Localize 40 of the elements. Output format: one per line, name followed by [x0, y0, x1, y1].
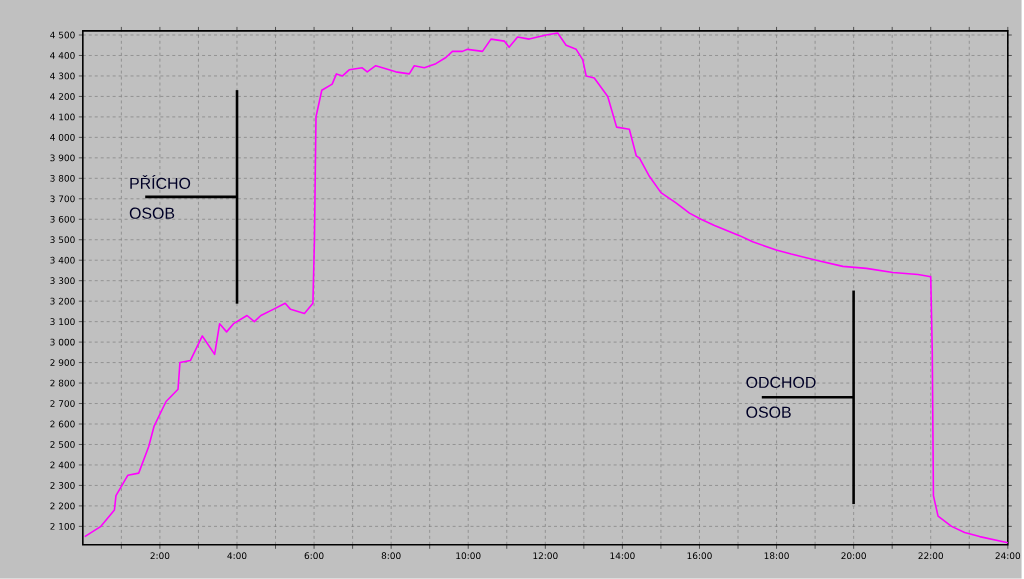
x-tick-label: 24:00: [995, 552, 1021, 560]
x-tick-label: 16:00: [687, 552, 712, 560]
y-tick-label: 4 500: [50, 31, 75, 39]
y-tick-label: 3 700: [50, 195, 75, 203]
y-tick-label: 4 400: [50, 52, 75, 59]
y-tick-label: 4 200: [50, 93, 75, 100]
x-tick-label: 14:00: [610, 552, 635, 560]
y-tick-label: 3 600: [50, 216, 75, 223]
y-tick-label: 3 800: [50, 175, 75, 182]
x-tick-label: 6:00: [304, 552, 324, 560]
y-tick-label: 3 100: [50, 318, 75, 326]
y-tick-label: 3 300: [50, 277, 75, 285]
y-tick-label: 2 800: [50, 379, 75, 387]
y-tick-label: 3 200: [50, 297, 75, 305]
x-tick-label: 18:00: [764, 552, 789, 560]
y-tick-label: 2 900: [50, 359, 75, 367]
annotation: ODCHOD OSOB: [746, 376, 816, 418]
x-tick-label: 12:00: [533, 552, 558, 560]
y-tick-label: 2 200: [50, 502, 75, 510]
y-tick-label: 2 600: [50, 420, 75, 428]
y-tick-label: 4 300: [50, 72, 75, 80]
x-tick-label: 4:00: [227, 552, 247, 560]
y-tick-label: 3 500: [50, 236, 75, 244]
y-tick-label: 2 100: [50, 523, 75, 530]
x-tick-label: 2:00: [150, 552, 170, 560]
y-tick-label: 2 700: [50, 400, 75, 408]
y-tick-label: 4 100: [50, 113, 75, 121]
y-tick-label: 2 500: [50, 441, 75, 448]
y-tick-label: 3 400: [50, 256, 75, 264]
y-tick-label: 2 400: [50, 461, 75, 469]
x-tick-label: 10:00: [456, 552, 481, 560]
x-tick-label: 20:00: [841, 552, 866, 560]
x-tick-label: 22:00: [918, 552, 944, 560]
y-tick-label: 3 900: [50, 154, 75, 162]
x-tick-label: 8:00: [381, 552, 401, 560]
y-tick-label: 4 000: [50, 134, 75, 141]
y-tick-label: 2 300: [50, 482, 75, 489]
y-tick-label: 3 000: [50, 338, 75, 346]
annotation: PŘÍCHO OSOB: [129, 175, 191, 219]
line-series: [83, 32, 1009, 544]
